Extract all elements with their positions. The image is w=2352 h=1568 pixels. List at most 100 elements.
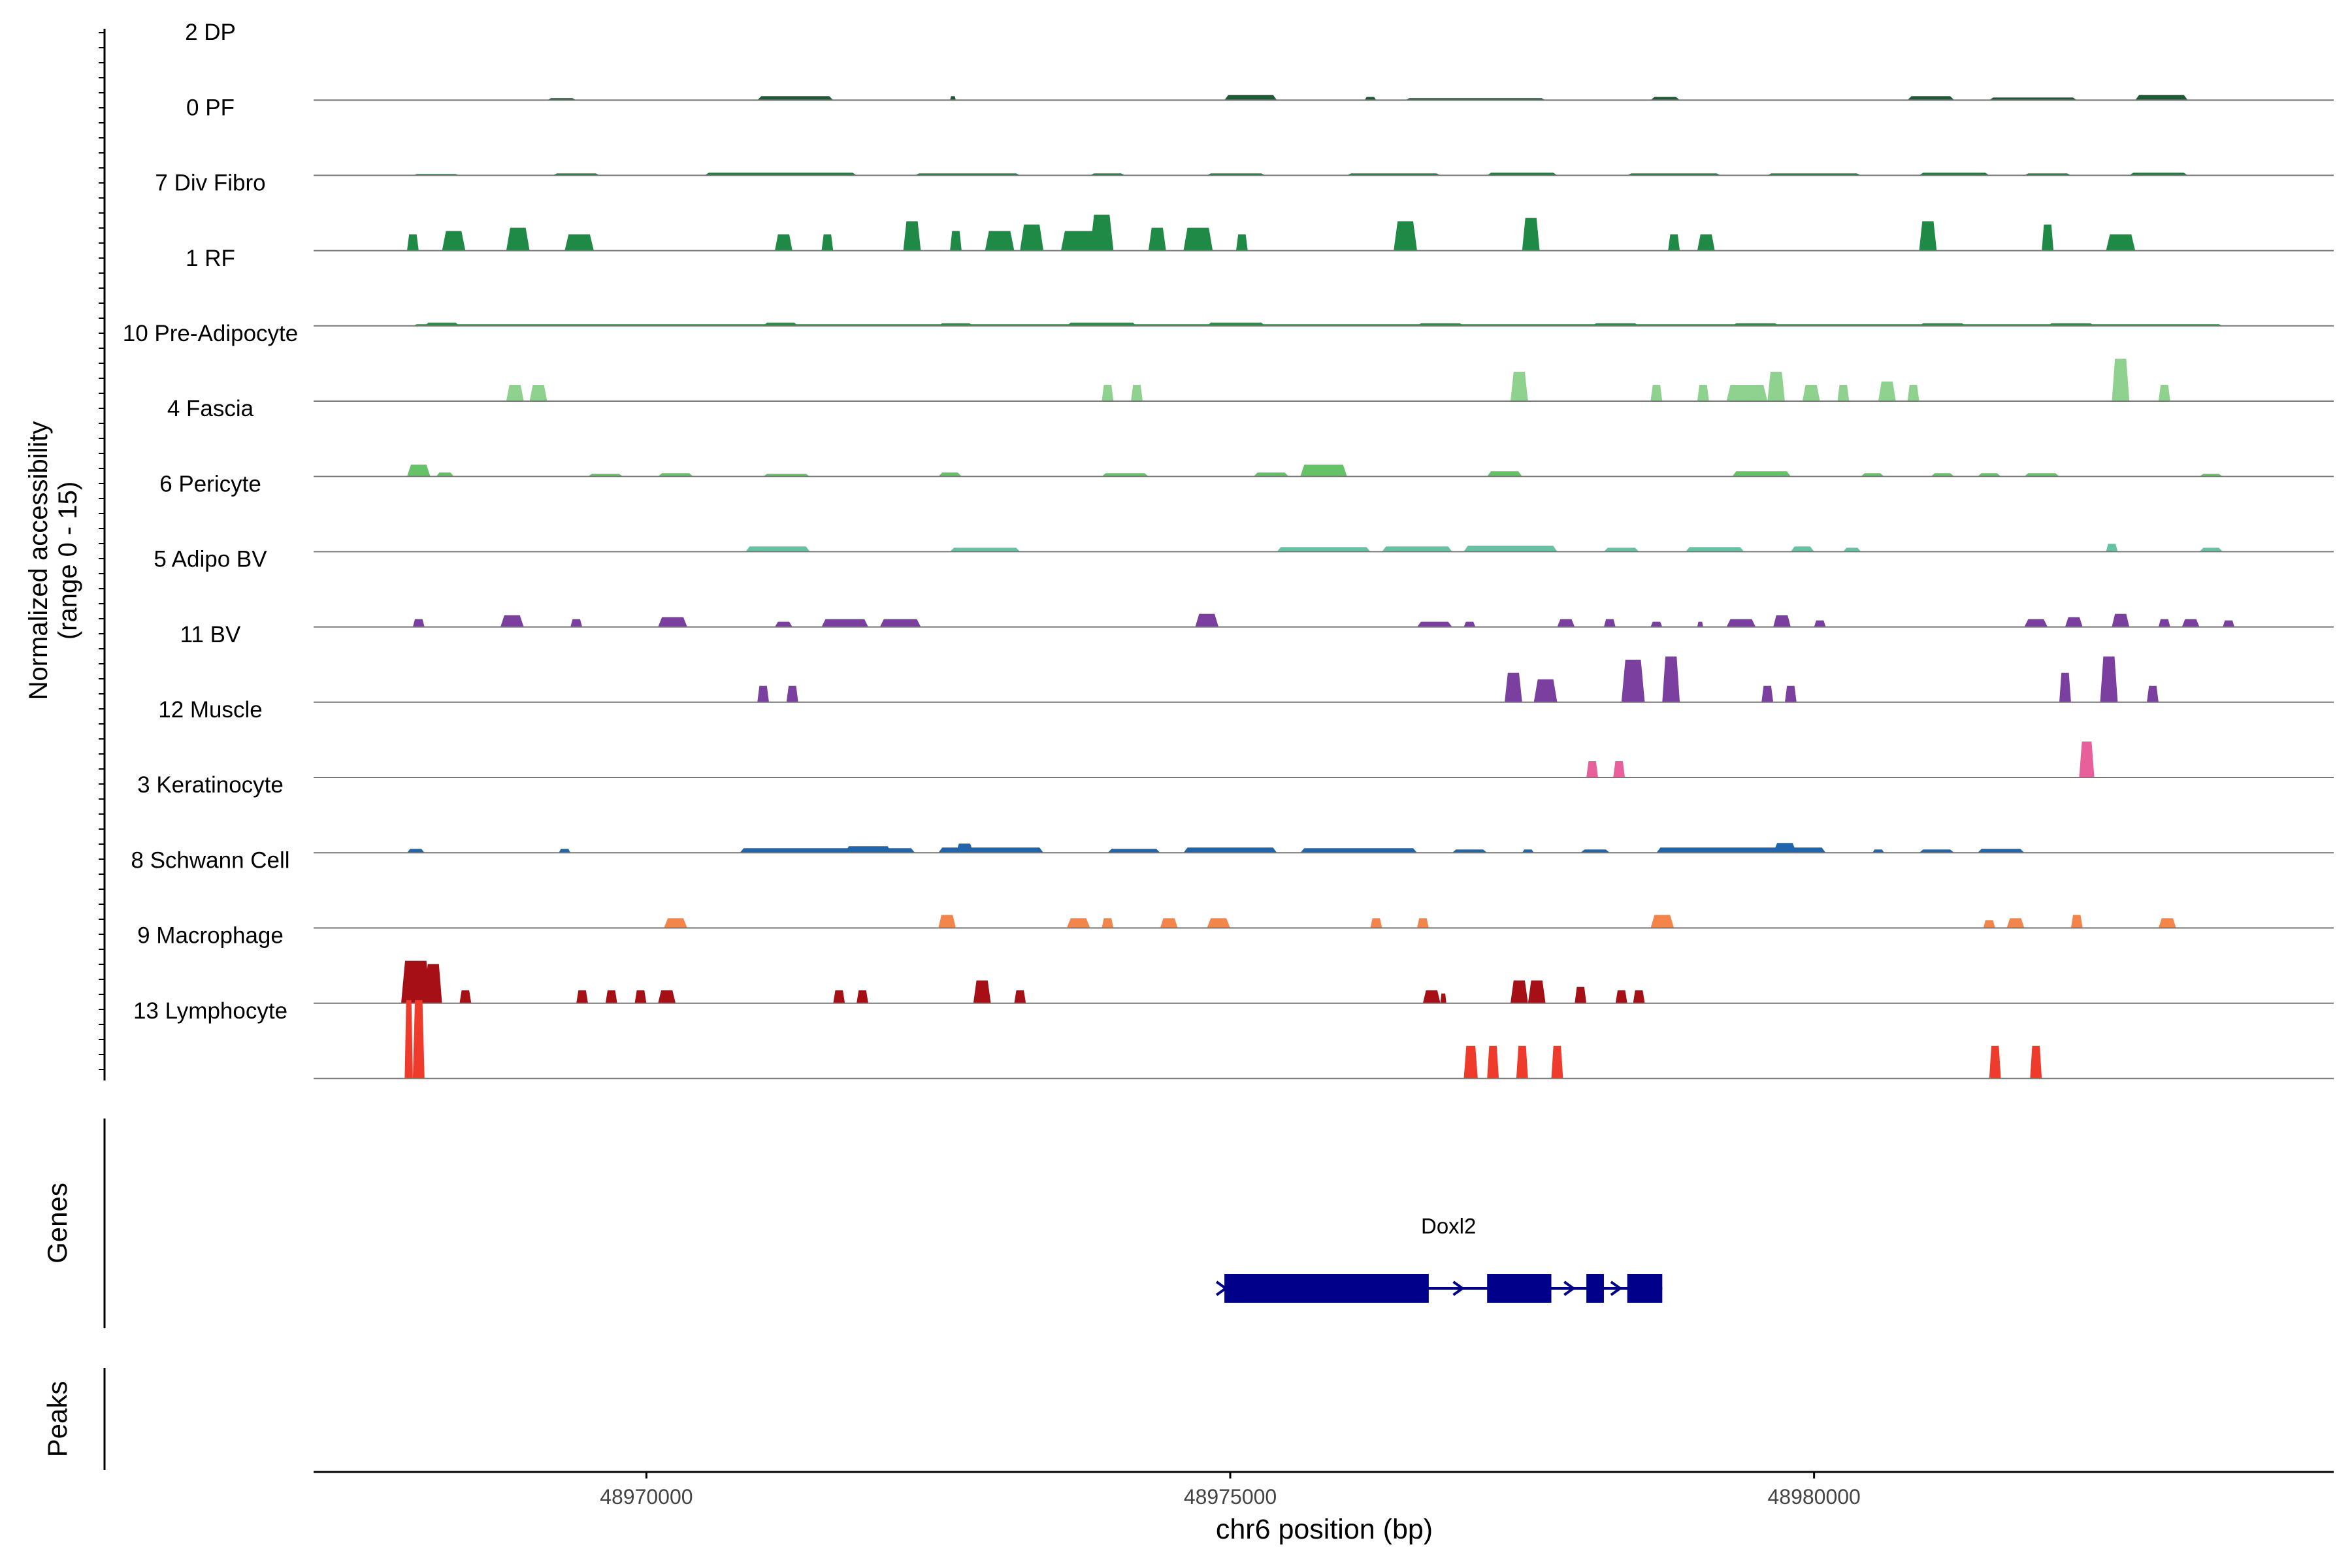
coverage-peak xyxy=(1107,849,1160,853)
coverage-peak xyxy=(1066,918,1090,928)
coverage-peak xyxy=(1131,385,1143,401)
coverage-peak xyxy=(1224,95,1277,101)
coverage-peak xyxy=(1102,918,1114,928)
coverage-peak xyxy=(1983,920,1995,928)
coverage-peak xyxy=(1814,620,1826,627)
genes-track-label: Genes xyxy=(42,1183,73,1264)
coverage-peak xyxy=(1919,849,1955,853)
track-label: 5 Adipo BV xyxy=(154,547,267,572)
coverage-peak xyxy=(1505,672,1522,702)
coverage-peak xyxy=(938,472,962,477)
coverage-peak xyxy=(1236,234,1248,251)
strand-arrow xyxy=(1215,1281,1228,1296)
coverage-peak xyxy=(973,980,991,1004)
x-tick-label: 48970000 xyxy=(600,1485,693,1509)
coverage-peak xyxy=(1802,385,1820,401)
track-9-macrophage: 9 Macrophage xyxy=(137,923,2334,1004)
coverage-peak xyxy=(1662,656,1680,702)
coverage-peak xyxy=(903,221,921,251)
coverage-peak xyxy=(1773,615,1791,627)
coverage-peak xyxy=(745,546,810,552)
coverage-peak xyxy=(1533,679,1558,702)
coverage-peak xyxy=(757,685,769,702)
coverage-peak xyxy=(605,990,617,1004)
coverage-peak xyxy=(786,685,798,702)
coverage-peak xyxy=(1697,621,1703,627)
gene-exon xyxy=(1487,1274,1552,1303)
coverage-peak xyxy=(529,385,547,401)
coverage-peak xyxy=(1207,322,1266,326)
track-7-div-fibro: 7 Div Fibro xyxy=(155,171,2334,252)
coverage-peak xyxy=(576,990,588,1004)
coverage-peak xyxy=(857,990,868,1004)
coverage-peak xyxy=(1195,613,1219,627)
track-8-schwann-cell: 8 Schwann Cell xyxy=(131,847,2334,929)
coverage-peak xyxy=(2158,385,2170,401)
coverage-peak xyxy=(1102,473,1149,477)
coverage-peak xyxy=(1382,546,1452,552)
coverage-peak xyxy=(1650,915,1674,928)
coverage-peak xyxy=(2024,619,2048,627)
coverage-peak xyxy=(424,964,442,1004)
coverage-peak xyxy=(436,472,454,477)
gene-track: Genes Doxl2 xyxy=(42,1119,1663,1328)
coverage-peak xyxy=(407,465,431,477)
coverage-peak xyxy=(1656,847,1826,853)
track-5-adipo-bv: 5 Adipo BV xyxy=(154,547,2334,628)
coverage-peak xyxy=(1861,473,1884,477)
coverage-peak xyxy=(1522,218,1540,251)
coverage-peak xyxy=(1837,385,1850,401)
coverage-peak xyxy=(1697,234,1715,251)
coverage-peak xyxy=(1767,372,1785,401)
coverage-peak xyxy=(401,960,431,1004)
y-axis xyxy=(99,29,106,1081)
track-label: 7 Div Fibro xyxy=(155,171,265,196)
track-1-rf: 1 RF xyxy=(186,246,2334,327)
coverage-peak xyxy=(1633,990,1645,1004)
coverage-peak xyxy=(775,621,792,627)
strand-arrow xyxy=(1610,1281,1623,1296)
coverage-peak xyxy=(1422,990,1441,1004)
coverage-peak xyxy=(412,1000,425,1079)
coverage-peak xyxy=(1790,546,1814,552)
coverage-peak xyxy=(1522,849,1534,853)
x-axis: 48970000 48975000 48980000 xyxy=(314,1471,2334,1509)
coverage-peak xyxy=(2106,544,2118,552)
coverage-peak xyxy=(1650,621,1663,627)
coverage-peak xyxy=(950,231,962,251)
coverage-peak xyxy=(1370,918,1382,928)
coverage-peak xyxy=(1603,619,1616,627)
track-3-keratinocyte: 3 Keratinocyte xyxy=(137,772,2334,854)
coverage-peak xyxy=(1102,385,1114,401)
coverage-peak xyxy=(1183,847,1277,853)
coverage-peak xyxy=(407,849,425,853)
track-label: 2 DP xyxy=(185,20,236,45)
peaks-track-label: Peaks xyxy=(42,1381,73,1458)
coverage-peak xyxy=(1586,761,1598,777)
coverage-peak xyxy=(1931,473,1955,477)
gene-exon xyxy=(1627,1274,1663,1303)
coverage-peak xyxy=(2006,918,2025,928)
x-axis-title: chr6 position (bp) xyxy=(1216,1514,1433,1545)
coverage-peak xyxy=(1726,619,1756,627)
coverage-peak xyxy=(1148,227,1166,251)
coverage-tracks: 2 DP 0 PF 7 Div Fibro 1 RF 10 Pre-Adipocyte 4… xyxy=(123,20,2334,1079)
coverage-peak xyxy=(821,619,868,627)
coverage-peak xyxy=(757,96,834,101)
coverage-peak xyxy=(1785,685,1797,702)
coverage-peak xyxy=(1417,918,1429,928)
coverage-peak xyxy=(2158,918,2176,928)
coverage-peak xyxy=(956,843,973,853)
coverage-peak xyxy=(1726,385,1768,401)
coverage-peak xyxy=(2070,915,2083,928)
coverage-peak xyxy=(1551,1045,1563,1079)
coverage-peak xyxy=(559,849,571,853)
coverage-peak xyxy=(1487,471,1522,477)
track-label: 9 Macrophage xyxy=(137,923,284,949)
y-axis-title-line1: Normalized accessibility xyxy=(24,421,53,700)
coverage-peak xyxy=(1907,96,1955,101)
track-label: 1 RF xyxy=(186,246,235,271)
x-tick-label: 48980000 xyxy=(1767,1485,1860,1509)
coverage-peak xyxy=(1989,1045,2001,1079)
